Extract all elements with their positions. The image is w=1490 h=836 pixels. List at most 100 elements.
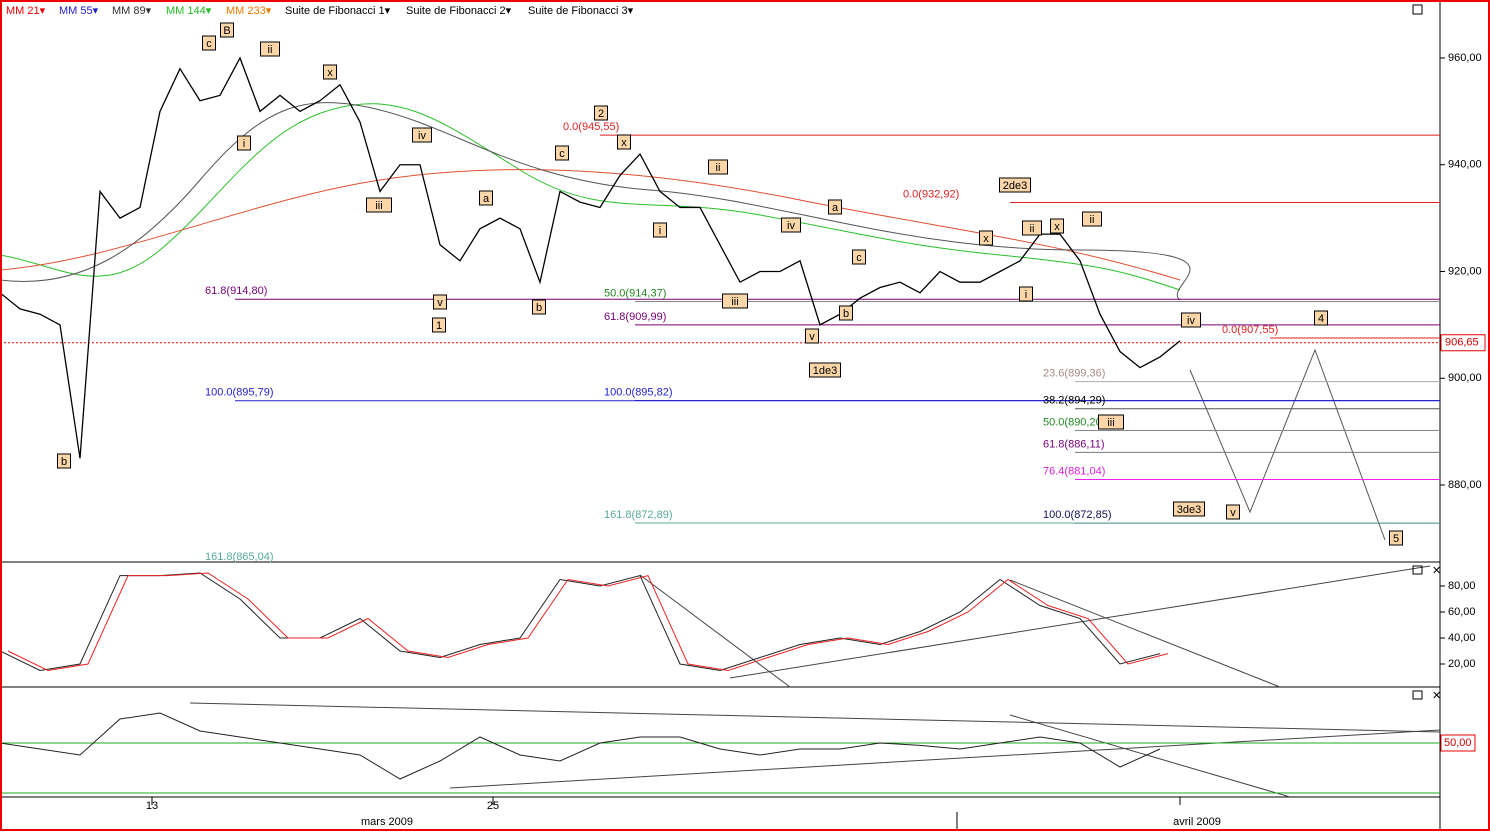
- wave-label: ii: [1030, 223, 1035, 235]
- y-tick-label: 80,00: [1448, 580, 1476, 592]
- wave-box: [1082, 211, 1102, 227]
- toolbar-item[interactable]: MM 144▾: [166, 5, 212, 17]
- wave-box: [1314, 310, 1328, 326]
- wave-label: b: [843, 308, 849, 320]
- wave-box: [852, 249, 866, 265]
- wave-box: [1098, 414, 1124, 430]
- toolbar-item[interactable]: MM 21▾: [6, 5, 46, 17]
- wave-label: i: [243, 138, 245, 150]
- wave-label: v: [809, 331, 815, 343]
- wave-box: [433, 294, 447, 310]
- fib-label: 0.0(945,55): [563, 121, 619, 133]
- wave-box: [781, 217, 801, 233]
- fib-label: 161.8(865,04): [205, 551, 274, 563]
- date-label: 13: [146, 800, 158, 812]
- fib-label: 100.0(895,79): [205, 387, 274, 399]
- wave-label: ii: [716, 162, 721, 174]
- last-price-label: 906,65: [1445, 337, 1479, 349]
- trend-line: [729, 565, 1431, 679]
- wave-box: [1226, 504, 1240, 520]
- wave-label: i: [1025, 289, 1027, 301]
- date-label: mars 2009: [361, 816, 413, 828]
- wave-box: [1022, 220, 1042, 236]
- wave-box: [237, 135, 251, 151]
- y-tick-label: 60,00: [1448, 606, 1476, 618]
- trend-line: [639, 574, 791, 688]
- wave-label: iv: [1187, 315, 1195, 327]
- fib-label: 61.8(886,11): [1043, 438, 1105, 450]
- wave-box: [1173, 501, 1205, 517]
- wave-box: [323, 64, 337, 80]
- wave-label: a: [483, 193, 490, 205]
- y-tick-label: 40,00: [1448, 632, 1476, 644]
- oscillator-line: [0, 712, 1161, 780]
- wave-box: [366, 197, 392, 213]
- wave-box: [412, 127, 432, 143]
- fib-label: 0.0(932,92): [903, 188, 959, 200]
- date-label: 25: [487, 800, 499, 812]
- wave-label: iii: [731, 296, 738, 308]
- wave-label: v: [437, 297, 443, 309]
- moving-average: [0, 169, 1181, 281]
- wave-box: [653, 222, 667, 238]
- y-tick-label: 50,00: [1444, 737, 1472, 749]
- wave-box: [1181, 312, 1201, 328]
- wave-box: [202, 35, 216, 51]
- fib-label: 23.6(899,36): [1043, 368, 1105, 380]
- close-button[interactable]: ✕: [1432, 690, 1441, 702]
- maximize-button[interactable]: [1412, 565, 1423, 575]
- wave-box: [999, 177, 1031, 193]
- wave-box: [1389, 530, 1403, 546]
- wave-label: 2: [598, 108, 604, 120]
- wave-label: v: [1230, 507, 1236, 519]
- wave-box: [260, 41, 280, 57]
- fib-label: 61.8(914,80): [205, 285, 267, 297]
- trend-line: [189, 702, 1441, 733]
- wave-label: ii: [268, 44, 273, 56]
- wave-label: x: [1054, 221, 1060, 233]
- wave-box: [220, 22, 234, 38]
- level-box: [1440, 734, 1476, 752]
- wave-label: b: [536, 302, 542, 314]
- wave-label: 3de3: [1177, 504, 1201, 516]
- fib-label: 100.0(895,82): [604, 386, 673, 398]
- maximize-button[interactable]: [1412, 690, 1423, 700]
- wave-label: i: [659, 225, 661, 237]
- close-button[interactable]: ✕: [1432, 565, 1441, 577]
- wave-label: x: [327, 67, 333, 79]
- fib-label: 0.0(907,55): [1222, 324, 1278, 336]
- wave-label: ii: [1090, 214, 1095, 226]
- toolbar-item[interactable]: MM 55▾: [59, 5, 99, 17]
- toolbar-item[interactable]: Suite de Fibonacci 3▾: [528, 5, 634, 17]
- toolbar-item[interactable]: MM 233▾: [226, 5, 272, 17]
- y-tick-label: 900,00: [1448, 372, 1482, 384]
- wave-box: [722, 293, 748, 309]
- wave-label: c: [559, 148, 565, 160]
- wave-box: [828, 199, 842, 215]
- price-line: [0, 56, 1181, 459]
- trend-line: [449, 729, 1441, 789]
- wave-label: iii: [1107, 417, 1114, 429]
- fib-label: 76.4(881,04): [1043, 465, 1105, 477]
- wave-label: iv: [787, 220, 795, 232]
- maximize-button[interactable]: [1412, 4, 1423, 15]
- wave-label: c: [206, 38, 212, 50]
- wave-box: [1019, 286, 1033, 302]
- wave-box: [979, 230, 993, 246]
- signal-line: [7, 572, 1169, 672]
- toolbar-item[interactable]: Suite de Fibonacci 1▾: [285, 5, 391, 17]
- trend-line: [1009, 714, 1291, 798]
- wave-label: b: [61, 456, 67, 468]
- fib-label: 100.0(872,85): [1043, 509, 1112, 521]
- y-tick-label: 940,00: [1448, 159, 1482, 171]
- wave-box: [432, 317, 446, 333]
- toolbar-item[interactable]: Suite de Fibonacci 2▾: [406, 5, 512, 17]
- oscillator-line: [0, 572, 1161, 672]
- wave-label: x: [621, 137, 627, 149]
- fib-label: 50.0(914,37): [604, 287, 666, 299]
- trend-line: [1009, 579, 1281, 688]
- wave-label: 5: [1393, 533, 1399, 545]
- toolbar-item[interactable]: MM 89▾: [112, 5, 152, 17]
